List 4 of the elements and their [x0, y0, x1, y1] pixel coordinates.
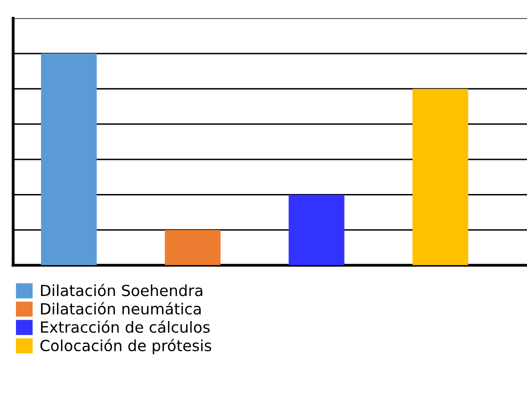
legend-label: Dilatación neumática — [41, 302, 201, 315]
legend-label: Extracción de cálculos — [41, 320, 210, 333]
legend-label: Dilatación Soehendra — [41, 284, 202, 296]
legend-label: Colocación de prótesis — [40, 338, 212, 354]
